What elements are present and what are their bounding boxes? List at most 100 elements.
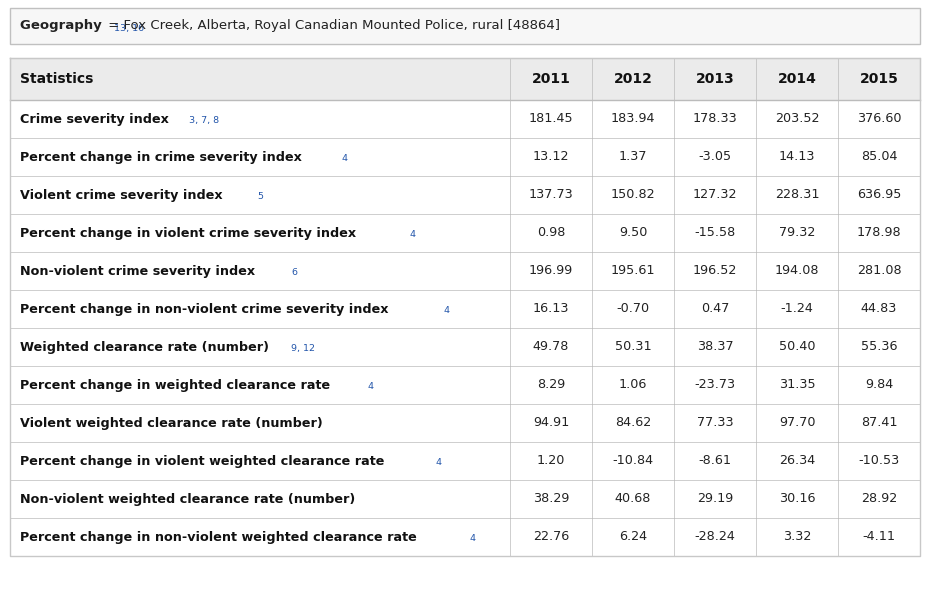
Text: 85.04: 85.04 (861, 151, 898, 164)
Text: 4: 4 (469, 534, 475, 542)
Text: 6: 6 (291, 267, 297, 277)
Bar (10, 138, 920, 176)
Text: 2013: 2013 (696, 72, 734, 86)
Text: = Fox Creek, Alberta, Royal Canadian Mounted Police, rural [48864]: = Fox Creek, Alberta, Royal Canadian Mou… (104, 19, 560, 32)
Text: 4: 4 (410, 230, 416, 239)
Text: 2015: 2015 (859, 72, 899, 86)
Bar (10, 252, 920, 290)
Bar (10, 366, 920, 404)
Text: 228.31: 228.31 (775, 188, 819, 201)
Text: 376.60: 376.60 (856, 112, 901, 125)
Text: -28.24: -28.24 (695, 531, 736, 544)
Text: 97.70: 97.70 (779, 416, 815, 429)
Text: 13.12: 13.12 (533, 151, 569, 164)
Text: Non-violent weighted clearance rate (number): Non-violent weighted clearance rate (num… (20, 492, 355, 505)
Text: -8.61: -8.61 (698, 455, 731, 468)
Text: 84.62: 84.62 (615, 416, 651, 429)
Text: 1.37: 1.37 (619, 151, 647, 164)
Text: 31.35: 31.35 (779, 379, 815, 392)
Text: 4: 4 (342, 154, 348, 163)
Text: -23.73: -23.73 (695, 379, 736, 392)
Text: 183.94: 183.94 (611, 112, 655, 125)
Text: 22.76: 22.76 (533, 531, 569, 544)
Text: 4: 4 (435, 458, 441, 466)
Text: 79.32: 79.32 (779, 227, 815, 240)
Text: 29.19: 29.19 (697, 492, 733, 505)
Text: 13, 16: 13, 16 (114, 24, 145, 33)
Text: 3, 7, 8: 3, 7, 8 (190, 115, 220, 124)
Text: Percent change in violent weighted clearance rate: Percent change in violent weighted clear… (20, 455, 384, 468)
Text: -0.70: -0.70 (616, 303, 650, 316)
Bar (10, 214, 920, 252)
Text: 4: 4 (367, 382, 373, 391)
Bar (10, 290, 920, 328)
Text: 0.98: 0.98 (537, 227, 565, 240)
Text: 150.82: 150.82 (611, 188, 655, 201)
Text: 5: 5 (257, 191, 264, 201)
Text: Percent change in non-violent crime severity index: Percent change in non-violent crime seve… (20, 303, 389, 316)
Text: 2014: 2014 (778, 72, 816, 86)
Text: 178.98: 178.98 (856, 227, 901, 240)
Text: -3.05: -3.05 (698, 151, 731, 164)
Bar (10, 176, 920, 214)
Text: Statistics: Statistics (20, 72, 94, 86)
Text: 50.40: 50.40 (779, 340, 815, 353)
Text: 196.52: 196.52 (693, 264, 737, 277)
Text: 194.08: 194.08 (775, 264, 819, 277)
Text: Violent weighted clearance rate (number): Violent weighted clearance rate (number) (20, 416, 323, 429)
Text: 26.34: 26.34 (779, 455, 815, 468)
Text: 281.08: 281.08 (856, 264, 901, 277)
Text: 38.29: 38.29 (533, 492, 569, 505)
Text: Percent change in weighted clearance rate: Percent change in weighted clearance rat… (20, 379, 330, 392)
Text: 44.83: 44.83 (861, 303, 898, 316)
Text: 40.68: 40.68 (615, 492, 651, 505)
Text: Percent change in violent crime severity index: Percent change in violent crime severity… (20, 227, 356, 240)
Text: 28.92: 28.92 (861, 492, 897, 505)
Text: Percent change in non-violent weighted clearance rate: Percent change in non-violent weighted c… (20, 531, 417, 544)
Bar (10, 328, 920, 366)
Text: 636.95: 636.95 (856, 188, 901, 201)
Text: -1.24: -1.24 (781, 303, 813, 316)
Text: 3.32: 3.32 (783, 531, 812, 544)
Text: Percent change in crime severity index: Percent change in crime severity index (20, 151, 302, 164)
Text: 4: 4 (443, 306, 450, 315)
Text: 87.41: 87.41 (861, 416, 898, 429)
Text: Violent crime severity index: Violent crime severity index (20, 188, 223, 201)
Text: 55.36: 55.36 (861, 340, 898, 353)
Text: 77.33: 77.33 (697, 416, 733, 429)
Bar (10, 518, 920, 556)
Text: 137.73: 137.73 (528, 188, 573, 201)
Text: 9.50: 9.50 (619, 227, 647, 240)
Text: 203.52: 203.52 (775, 112, 819, 125)
Text: -10.53: -10.53 (858, 455, 899, 468)
Text: 94.91: 94.91 (533, 416, 569, 429)
Text: 6.24: 6.24 (619, 531, 647, 544)
Text: 2011: 2011 (532, 72, 570, 86)
Text: 38.37: 38.37 (697, 340, 733, 353)
Text: 16.13: 16.13 (533, 303, 569, 316)
Text: -4.11: -4.11 (862, 531, 896, 544)
Text: Non-violent crime severity index: Non-violent crime severity index (20, 264, 255, 277)
Text: 2012: 2012 (613, 72, 653, 86)
Text: 181.45: 181.45 (528, 112, 573, 125)
Text: 127.32: 127.32 (693, 188, 738, 201)
Text: 9, 12: 9, 12 (291, 343, 315, 353)
Text: 30.16: 30.16 (779, 492, 815, 505)
Text: 8.29: 8.29 (537, 379, 565, 392)
Text: 50.31: 50.31 (614, 340, 652, 353)
Text: Weighted clearance rate (number): Weighted clearance rate (number) (20, 340, 269, 353)
Text: 1.06: 1.06 (619, 379, 647, 392)
Text: -15.58: -15.58 (695, 227, 736, 240)
Bar (10, 480, 920, 518)
Text: 178.33: 178.33 (693, 112, 738, 125)
Bar (10, 100, 920, 138)
Text: Crime severity index: Crime severity index (20, 112, 169, 125)
Text: Geography: Geography (20, 19, 107, 32)
Bar (10, 58, 920, 100)
Text: 1.20: 1.20 (537, 455, 565, 468)
Text: 49.78: 49.78 (533, 340, 569, 353)
Text: -10.84: -10.84 (612, 455, 654, 468)
Bar (10, 442, 920, 480)
Text: 195.61: 195.61 (611, 264, 655, 277)
Text: 14.13: 14.13 (779, 151, 815, 164)
